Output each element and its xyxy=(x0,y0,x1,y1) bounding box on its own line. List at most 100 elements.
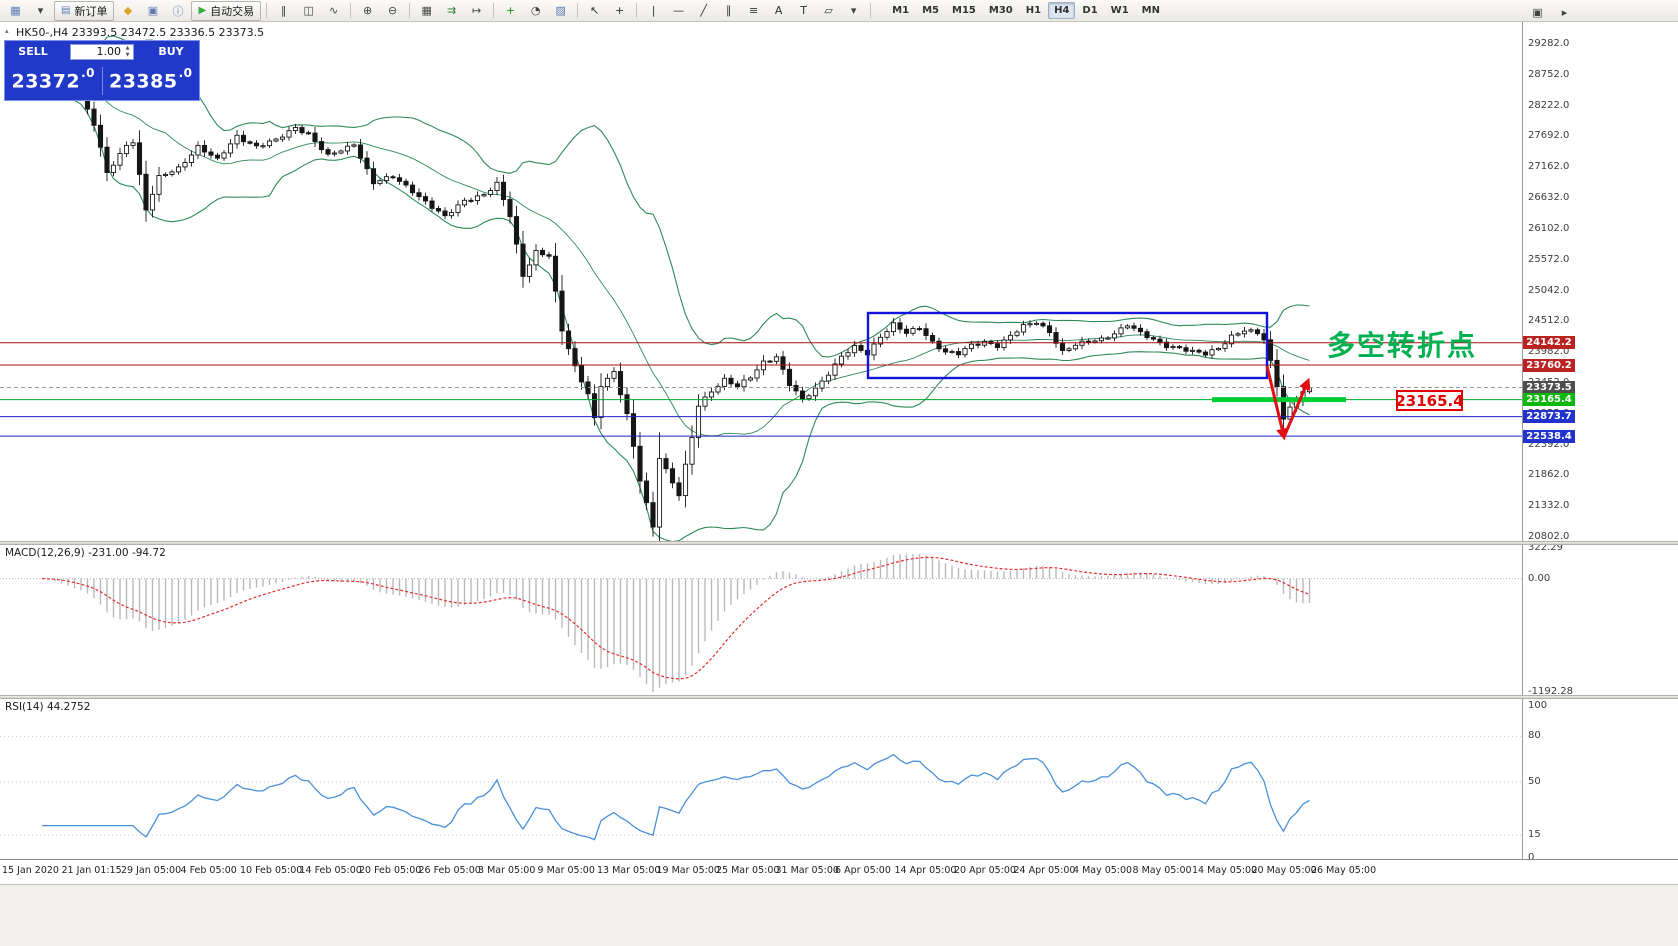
line-chart-icon[interactable]: ∿ xyxy=(329,4,339,17)
toolbar-separator xyxy=(266,3,268,18)
editor-icon[interactable]: ◆ xyxy=(123,4,133,17)
time-axis-label: 25 Mar 05:00 xyxy=(716,865,780,876)
shapes-dropdown-icon[interactable]: ▾ xyxy=(850,4,857,17)
time-axis-label: 26 May 05:00 xyxy=(1311,865,1377,876)
turning-point-annotation[interactable]: 多空转折点 xyxy=(1327,329,1478,362)
time-axis-label: 15 Jan 2020 xyxy=(2,865,59,876)
fibonacci-icon[interactable]: ≡ xyxy=(749,4,759,17)
time-axis-label: 20 Feb 05:00 xyxy=(359,865,422,876)
trade-panel-prices: 23372.0 23385.0 xyxy=(5,62,199,100)
panel-separator-macd[interactable] xyxy=(0,541,1678,545)
horizontal-level-lines[interactable] xyxy=(0,342,1522,437)
new-order-button-label: 新订单 xyxy=(74,4,108,18)
time-axis-separator xyxy=(0,859,1678,860)
label-icon[interactable]: T xyxy=(800,4,808,17)
time-axis-label: 24 Apr 05:00 xyxy=(1013,865,1076,876)
cursor-icon[interactable]: ↖ xyxy=(590,4,600,17)
macd-plot xyxy=(0,554,1522,692)
autotrading-icon: ▶ xyxy=(198,5,207,16)
autotrading-button[interactable]: ▶ 自动交易 xyxy=(191,0,262,21)
timeframe-h4[interactable]: H4 xyxy=(1048,2,1076,19)
buy-price-frac: .0 xyxy=(178,66,193,81)
indicators-icon[interactable]: + xyxy=(506,4,516,17)
price-axis-border xyxy=(1522,22,1523,859)
new-order-button[interactable]: ▤ 新订单 xyxy=(54,0,115,21)
symbol-ohlc-info: HK50-,H4 23393.5 23472.5 23336.5 23373.5 xyxy=(16,26,265,39)
volume-value[interactable]: 1.00 xyxy=(96,45,122,58)
sell-price-frac: .0 xyxy=(81,66,96,81)
breakdown-arrows[interactable] xyxy=(1265,365,1311,441)
timeframe-group: M1 M5 M15 M30 H1 H4 D1 W1 MN xyxy=(886,2,1166,19)
timeframe-mn[interactable]: MN xyxy=(1141,5,1160,16)
time-axis-label: 14 Feb 05:00 xyxy=(299,865,362,876)
time-axis-label: 9 Mar 05:00 xyxy=(537,865,595,876)
tile-windows-icon[interactable]: ▦ xyxy=(421,4,432,17)
shapes-icon[interactable]: ▱ xyxy=(824,4,833,17)
zoom-in-icon[interactable]: ⊕ xyxy=(363,4,373,17)
rsi-plot xyxy=(0,735,1522,841)
time-axis-label: 20 Apr 05:00 xyxy=(954,865,1016,876)
time-axis-label: 31 Mar 05:00 xyxy=(775,865,839,876)
trade-panel-top-row: SELL 1.00 ▲ ▼ BUY xyxy=(5,41,199,62)
time-axis-label: 19 Mar 05:00 xyxy=(656,865,720,876)
toolbar-separator xyxy=(870,3,872,18)
auto-scroll-icon[interactable]: ⇉ xyxy=(447,4,457,17)
volume-down-icon[interactable]: ▼ xyxy=(125,51,130,58)
scroll-right-icon[interactable]: ▸ xyxy=(1561,5,1568,19)
toolbar: ▦ ▾ ▤ 新订单 ◆ ▣ ⓘ ▶ 自动交易 ‖ ◫ ∿ ⊕ ⊖ ▦ ⇉ ↦ + ◔ ▨ ↖ + | — ╱ ∥ ≡ A T ▱ ▾ M1 M5… xyxy=(0,0,1678,22)
timeframe-h1[interactable]: H1 xyxy=(1025,5,1042,16)
candlestick-icon[interactable]: ◫ xyxy=(303,4,314,17)
help-icon[interactable]: ⓘ xyxy=(172,4,184,18)
toolbar-right-icons: ▣ ▸ xyxy=(1526,2,1576,22)
chart-shift-icon[interactable]: ↦ xyxy=(472,4,482,17)
time-axis[interactable]: 15 Jan 2020 21 Jan 01:15 29 Jan 05:00 4 Feb… xyxy=(0,860,1678,884)
candlesticks xyxy=(39,56,1313,541)
channel-icon[interactable]: ∥ xyxy=(725,4,732,17)
time-axis-label: 3 Mar 05:00 xyxy=(478,865,536,876)
toolbar-separator xyxy=(493,3,495,18)
buy-label: BUY xyxy=(158,45,184,58)
text-icon[interactable]: A xyxy=(774,4,783,17)
template-icon[interactable]: ▨ xyxy=(555,4,566,17)
time-axis-label: 10 Feb 05:00 xyxy=(240,865,303,876)
timeframe-w1[interactable]: W1 xyxy=(1110,5,1129,16)
trendline-icon[interactable]: ╱ xyxy=(700,4,707,17)
zoom-out-icon[interactable]: ⊖ xyxy=(388,4,398,17)
volume-input[interactable]: 1.00 ▲ ▼ xyxy=(70,43,134,60)
consolidation-rectangle[interactable] xyxy=(866,311,1269,380)
time-axis-label: 26 Feb 05:00 xyxy=(418,865,481,876)
profile-icon[interactable]: ▣ xyxy=(147,4,159,17)
price-callout-label[interactable]: 23165.4 xyxy=(1395,390,1464,411)
panel-separator-rsi[interactable] xyxy=(0,695,1678,699)
timeframe-m30[interactable]: M30 xyxy=(988,5,1013,16)
bar-chart-icon[interactable]: ‖ xyxy=(280,4,287,17)
time-axis-label: 4 Feb 05:00 xyxy=(180,865,237,876)
timeframe-m15[interactable]: M15 xyxy=(952,5,976,16)
buy-price: 23385 xyxy=(108,70,178,93)
toolbar-separator xyxy=(409,3,411,18)
one-click-collapse-icon[interactable]: ▴ xyxy=(5,27,9,35)
timeframe-m5[interactable]: M5 xyxy=(922,5,939,16)
crosshair-icon[interactable]: + xyxy=(615,4,625,17)
timeframe-d1[interactable]: D1 xyxy=(1082,5,1098,16)
new-order-icon: ▤ xyxy=(61,5,71,16)
one-click-trading-panel: SELL 1.00 ▲ ▼ BUY 23372.0 23385.0 xyxy=(4,40,200,101)
period-icon[interactable]: ◔ xyxy=(530,4,541,17)
vertical-line-icon[interactable]: | xyxy=(651,4,656,17)
buy-button[interactable]: 23385.0 xyxy=(103,66,200,93)
new-chart-icon[interactable]: ▦ xyxy=(10,4,21,17)
volume-up-icon[interactable]: ▲ xyxy=(125,44,130,51)
price-divider xyxy=(101,67,103,95)
horizontal-line-icon[interactable]: — xyxy=(673,4,685,17)
timeframe-m1[interactable]: M1 xyxy=(892,5,910,16)
time-axis-label: 14 May 05:00 xyxy=(1192,865,1258,876)
chart-dropdown-icon[interactable]: ▾ xyxy=(37,4,44,17)
panel-toggle-icon[interactable]: ▣ xyxy=(1532,5,1543,19)
time-axis-label: 21 Jan 01:15 xyxy=(61,865,122,876)
toolbar-separator xyxy=(577,3,579,18)
sell-button[interactable]: 23372.0 xyxy=(5,66,102,92)
time-axis-label: 6 Apr 05:00 xyxy=(835,865,891,876)
volume-stepper[interactable]: ▲ ▼ xyxy=(123,45,132,59)
